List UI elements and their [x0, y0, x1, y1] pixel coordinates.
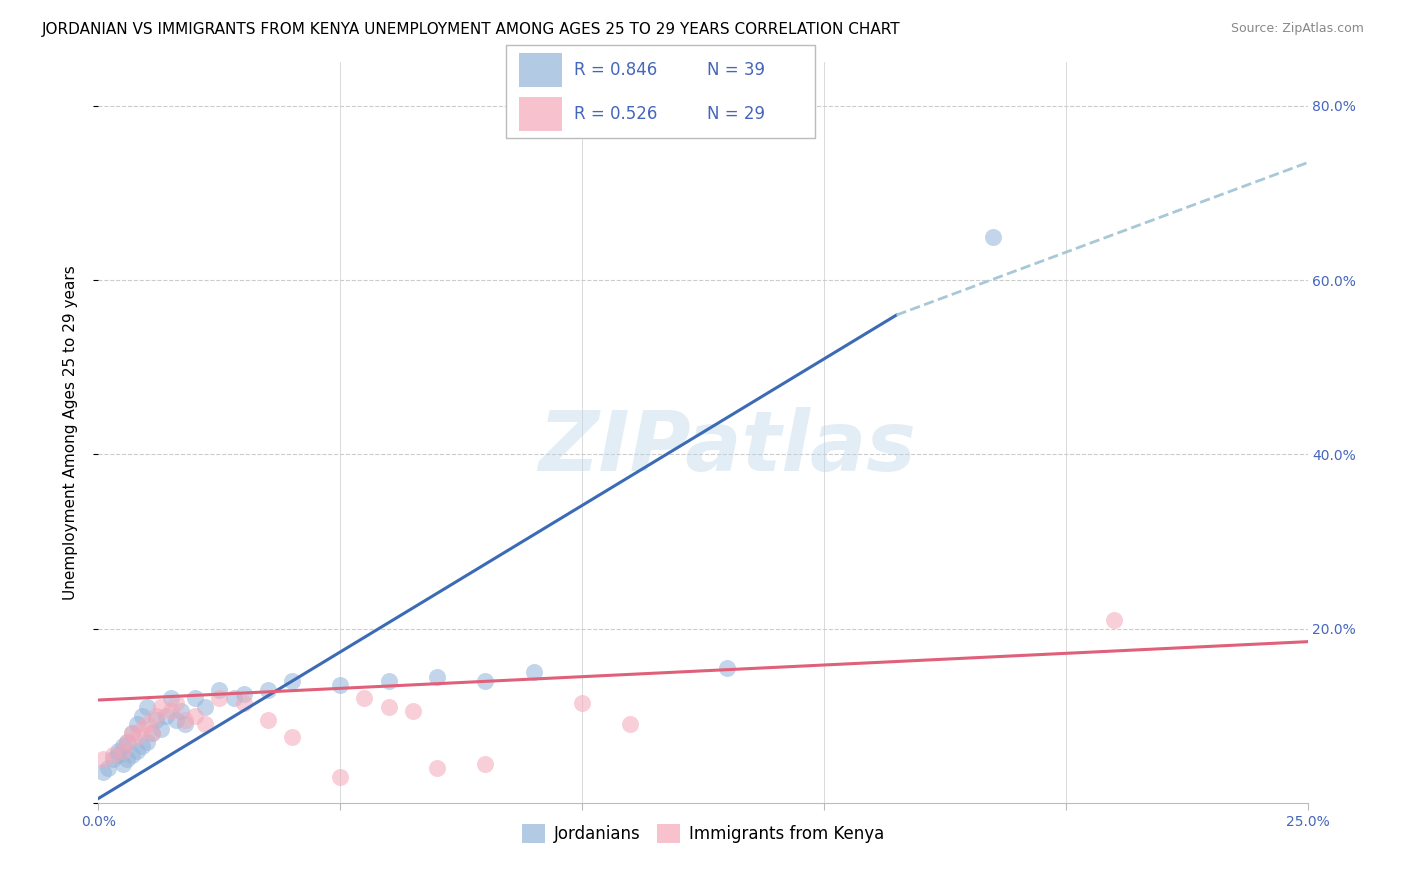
Point [101, 747, 124, 762]
Point [194, 717, 217, 731]
Point [353, 691, 375, 706]
Point [107, 743, 129, 757]
Point [256, 682, 278, 697]
Point [141, 726, 163, 740]
Point [150, 722, 173, 736]
Point [402, 704, 425, 718]
FancyBboxPatch shape [506, 45, 815, 138]
Point [174, 713, 197, 727]
Point [135, 735, 157, 749]
Point [716, 661, 738, 675]
Point [281, 673, 304, 688]
Point [184, 708, 207, 723]
Point [150, 700, 173, 714]
Point [329, 678, 352, 692]
Point [107, 747, 129, 762]
Legend: Jordanians, Immigrants from Kenya: Jordanians, Immigrants from Kenya [516, 817, 890, 850]
Point [111, 739, 134, 754]
Point [329, 770, 352, 784]
Point [117, 735, 139, 749]
Point [111, 756, 134, 771]
Bar [519, 53, 562, 87]
Point [111, 743, 134, 757]
Point [135, 717, 157, 731]
Point [121, 726, 143, 740]
Point [377, 673, 399, 688]
Point [91, 765, 114, 780]
Point [160, 704, 183, 718]
Point [208, 682, 231, 697]
Text: N = 29: N = 29 [707, 105, 765, 123]
Point [426, 761, 449, 775]
Point [101, 752, 124, 766]
Point [91, 752, 114, 766]
Point [571, 696, 593, 710]
Point [160, 691, 183, 706]
Point [256, 713, 278, 727]
Point [127, 731, 149, 745]
Point [474, 756, 496, 771]
Point [145, 708, 167, 723]
Text: JORDANIAN VS IMMIGRANTS FROM KENYA UNEMPLOYMENT AMONG AGES 25 TO 29 YEARS CORREL: JORDANIAN VS IMMIGRANTS FROM KENYA UNEMP… [42, 22, 901, 37]
Point [174, 717, 197, 731]
Point [523, 665, 546, 680]
Point [131, 708, 153, 723]
Text: Source: ZipAtlas.com: Source: ZipAtlas.com [1230, 22, 1364, 36]
Point [232, 687, 254, 701]
Point [135, 700, 157, 714]
Point [165, 713, 187, 727]
Point [474, 673, 496, 688]
Point [127, 717, 149, 731]
Point [127, 743, 149, 757]
Point [155, 708, 177, 723]
Point [141, 726, 163, 740]
Point [121, 726, 143, 740]
Point [208, 691, 231, 706]
Y-axis label: Unemployment Among Ages 25 to 29 years: Unemployment Among Ages 25 to 29 years [63, 265, 77, 600]
Bar [519, 97, 562, 131]
Point [426, 669, 449, 683]
Point [281, 731, 304, 745]
Point [145, 713, 167, 727]
Point [117, 735, 139, 749]
Text: R = 0.526: R = 0.526 [574, 105, 658, 123]
Point [184, 691, 207, 706]
Point [131, 722, 153, 736]
Point [117, 752, 139, 766]
Point [619, 717, 641, 731]
Point [121, 747, 143, 762]
Point [165, 696, 187, 710]
Text: R = 0.846: R = 0.846 [574, 61, 658, 78]
Point [1102, 613, 1125, 627]
Text: ZIPatlas: ZIPatlas [538, 407, 917, 488]
Point [194, 700, 217, 714]
Point [232, 696, 254, 710]
Point [222, 691, 245, 706]
Point [377, 700, 399, 714]
Point [97, 761, 120, 775]
Point [981, 229, 1004, 244]
Point [169, 704, 191, 718]
Point [131, 739, 153, 754]
Text: N = 39: N = 39 [707, 61, 765, 78]
